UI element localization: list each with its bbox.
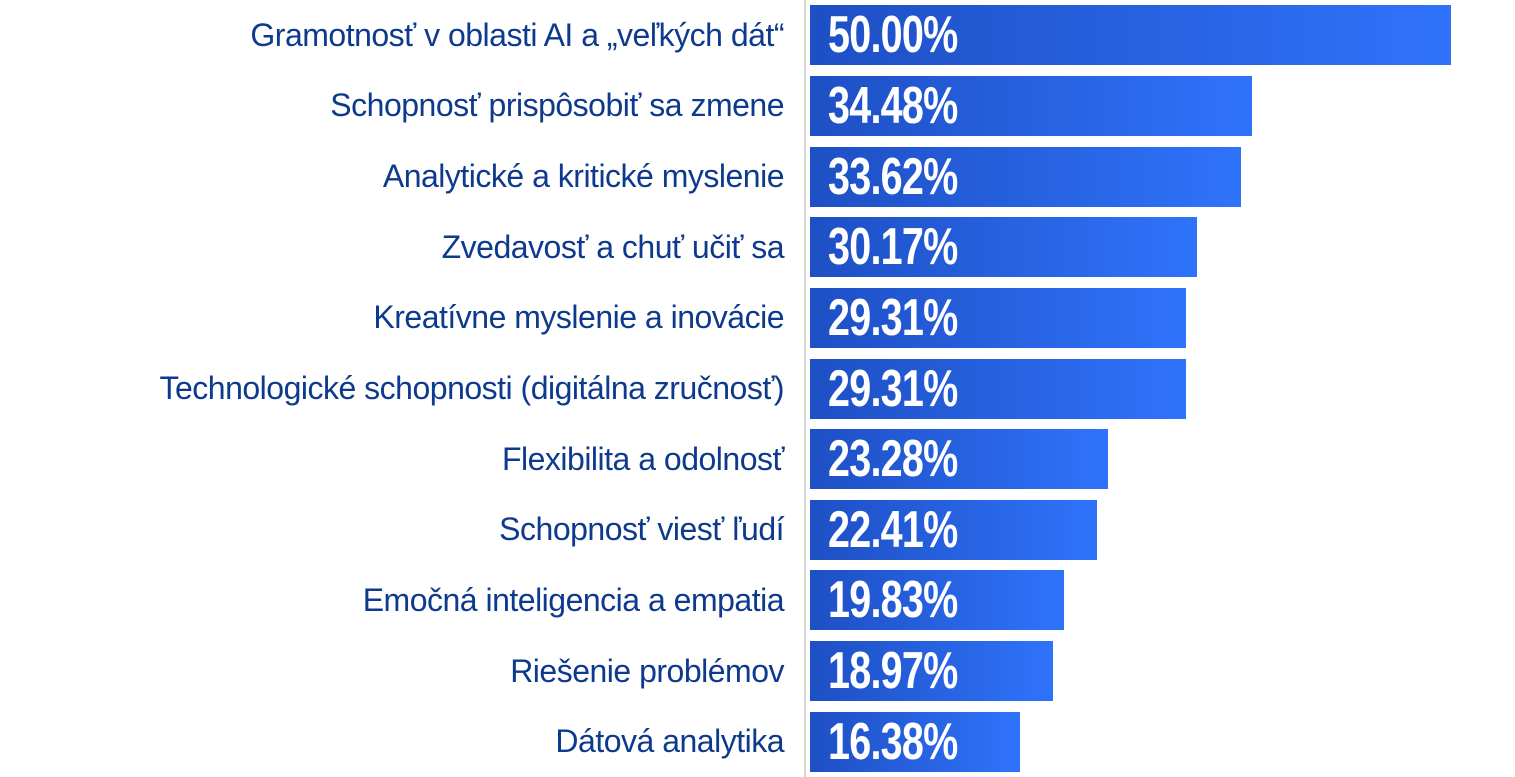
chart-row: Flexibilita a odolnosť 23.28% xyxy=(0,423,1515,495)
chart-row: Gramotnosť v oblasti AI a „veľkých dát“ … xyxy=(0,0,1515,71)
chart-row: Emočná inteligencia a empatia 19.83% xyxy=(0,565,1515,636)
value-label: 18.97% xyxy=(828,642,958,701)
plot-area: 16.38% xyxy=(804,706,1515,777)
plot-area: 23.28% xyxy=(804,423,1515,495)
value-label: 34.48% xyxy=(828,76,958,135)
value-label: 22.41% xyxy=(828,500,958,559)
category-label-cell: Gramotnosť v oblasti AI a „veľkých dát“ xyxy=(0,0,804,71)
chart-row: Zvedavosť a chuť učiť sa 30.17% xyxy=(0,211,1515,283)
category-label: Flexibilita a odolnosť xyxy=(501,440,785,477)
chart-row: Riešenie problémov 18.97% xyxy=(0,635,1515,707)
category-label: Riešenie problémov xyxy=(510,652,784,689)
category-label: Analytické a kritické myslenie xyxy=(382,158,785,195)
category-label-cell: Analytické a kritické myslenie xyxy=(0,141,804,212)
plot-area: 30.17% xyxy=(804,211,1515,283)
plot-area: 29.31% xyxy=(804,282,1515,354)
bar: 23.28% xyxy=(810,429,1109,490)
category-label-cell: Schopnosť viesť ľudí xyxy=(0,494,804,565)
value-label: 19.83% xyxy=(828,571,958,630)
bar: 34.48% xyxy=(810,75,1252,136)
bar: 29.31% xyxy=(810,287,1186,348)
value-label: 29.31% xyxy=(828,359,958,418)
bar: 19.83% xyxy=(810,570,1065,631)
bar: 29.31% xyxy=(810,358,1186,419)
value-label: 30.17% xyxy=(828,218,958,277)
bar: 50.00% xyxy=(810,5,1451,66)
bar: 22.41% xyxy=(810,499,1098,560)
bar: 33.62% xyxy=(810,146,1241,207)
plot-area: 34.48% xyxy=(804,70,1515,142)
category-label-cell: Technologické schopnosti (digitálna zruč… xyxy=(0,353,804,424)
value-label: 16.38% xyxy=(828,712,958,771)
category-label-cell: Kreatívne myslenie a inovácie xyxy=(0,283,804,354)
chart-row: Kreatívne myslenie a inovácie 29.31% xyxy=(0,282,1515,354)
chart-row: Dátová analytika 16.38% xyxy=(0,706,1515,777)
value-label: 23.28% xyxy=(828,430,958,489)
value-label: 33.62% xyxy=(828,147,958,206)
category-label-cell: Emočná inteligencia a empatia xyxy=(0,565,804,636)
category-label: Schopnosť prispôsobiť sa zmene xyxy=(330,87,784,124)
bar: 30.17% xyxy=(810,217,1197,278)
plot-area: 29.31% xyxy=(804,353,1515,424)
category-label: Emočná inteligencia a empatia xyxy=(362,581,785,618)
category-label-cell: Riešenie problémov xyxy=(0,636,804,707)
category-label-cell: Zvedavosť a chuť učiť sa xyxy=(0,212,804,283)
category-label: Schopnosť viesť ľudí xyxy=(499,511,784,548)
plot-area: 33.62% xyxy=(804,141,1515,212)
chart-row: Technologické schopnosti (digitálna zruč… xyxy=(0,353,1515,424)
category-label: Dátová analytika xyxy=(555,723,784,760)
plot-area: 50.00% xyxy=(804,0,1515,71)
category-label-cell: Schopnosť prispôsobiť sa zmene xyxy=(0,71,804,142)
plot-area: 19.83% xyxy=(804,565,1515,636)
value-label: 29.31% xyxy=(828,288,958,347)
category-label-cell: Dátová analytika xyxy=(0,706,804,777)
plot-area: 22.41% xyxy=(804,494,1515,566)
bar: 16.38% xyxy=(810,711,1020,772)
category-label: Gramotnosť v oblasti AI a „veľkých dát“ xyxy=(250,16,784,53)
chart-row: Analytické a kritické myslenie 33.62% xyxy=(0,141,1515,212)
chart-row: Schopnosť prispôsobiť sa zmene 34.48% xyxy=(0,70,1515,142)
category-label-cell: Flexibilita a odolnosť xyxy=(0,424,804,495)
category-label: Kreatívne myslenie a inovácie xyxy=(373,299,784,336)
chart-row: Schopnosť viesť ľudí 22.41% xyxy=(0,494,1515,566)
bar: 18.97% xyxy=(810,641,1054,702)
category-label: Technologické schopnosti (digitálna zruč… xyxy=(159,370,784,407)
value-label: 50.00% xyxy=(828,6,958,65)
category-label: Zvedavosť a chuť učiť sa xyxy=(441,228,785,265)
plot-area: 18.97% xyxy=(804,635,1515,707)
